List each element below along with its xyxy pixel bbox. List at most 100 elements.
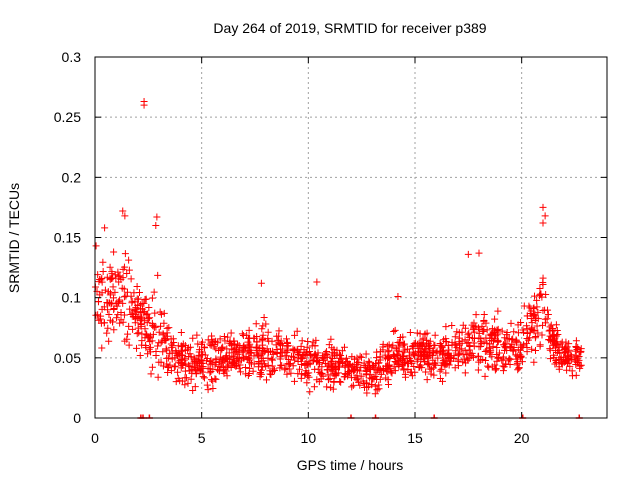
data-point: [483, 346, 491, 354]
data-point: [151, 309, 159, 317]
data-point: [512, 355, 520, 363]
data-point: [470, 323, 478, 331]
data-point: [475, 358, 483, 366]
data-point: [371, 382, 379, 390]
data-point: [500, 341, 508, 349]
data-point: [191, 383, 199, 391]
data-point: [312, 336, 320, 344]
data-point: [448, 338, 456, 346]
data-point: [367, 365, 375, 373]
data-point: [319, 356, 327, 364]
data-point: [207, 342, 215, 350]
data-point: [92, 311, 100, 319]
data-point: [464, 338, 472, 346]
data-point: [119, 207, 127, 215]
data-point: [120, 293, 128, 301]
data-point: [184, 361, 192, 369]
data-point: [515, 364, 523, 372]
data-point: [127, 275, 135, 283]
data-point: [379, 340, 387, 348]
x-tick-label: 0: [91, 430, 99, 446]
data-point: [422, 368, 430, 376]
data-point: [493, 357, 501, 365]
data-point: [181, 367, 189, 375]
data-point: [215, 367, 223, 375]
data-point: [385, 361, 393, 369]
data-point: [238, 348, 246, 356]
data-point: [291, 331, 299, 339]
data-point: [424, 359, 432, 367]
data-point: [228, 341, 236, 349]
data-point: [106, 263, 114, 271]
data-point: [466, 342, 474, 350]
data-point: [415, 363, 423, 371]
data-point: [536, 284, 544, 292]
data-point: [184, 379, 192, 387]
data-point: [119, 265, 127, 273]
data-point: [144, 310, 152, 318]
data-point: [326, 375, 334, 383]
data-point: [269, 356, 277, 364]
data-point: [112, 314, 120, 322]
data-point: [273, 332, 281, 340]
data-point: [357, 363, 365, 371]
data-point: [342, 354, 350, 362]
data-point: [424, 354, 432, 362]
data-point: [220, 333, 228, 341]
data-point: [560, 358, 568, 366]
data-point: [568, 352, 576, 360]
data-point: [163, 324, 171, 332]
data-point: [491, 366, 499, 374]
data-point: [219, 343, 227, 351]
data-point: [199, 363, 207, 371]
data-point: [464, 356, 472, 364]
data-point: [148, 363, 156, 371]
data-point: [530, 304, 538, 312]
data-point: [401, 370, 409, 378]
data-point: [563, 352, 571, 360]
data-point: [313, 358, 321, 366]
data-point: [127, 310, 135, 318]
data-point: [552, 321, 560, 329]
data-point: [375, 385, 383, 393]
data-point: [201, 351, 209, 359]
data-point: [455, 334, 463, 342]
data-point: [434, 354, 442, 362]
data-point: [305, 347, 313, 355]
data-point: [425, 361, 433, 369]
data-point: [173, 349, 181, 357]
data-point: [360, 383, 368, 391]
data-point: [373, 348, 381, 356]
data-point: [289, 362, 297, 370]
data-point: [157, 358, 165, 366]
data-point: [481, 347, 489, 355]
data-point: [135, 288, 143, 296]
data-point: [117, 308, 125, 316]
data-point: [264, 335, 272, 343]
data-point: [162, 345, 170, 353]
data-point: [371, 390, 379, 398]
data-point: [387, 368, 395, 376]
data-point: [323, 383, 331, 391]
data-point: [385, 353, 393, 361]
data-point: [123, 269, 131, 277]
data-point: [544, 310, 552, 318]
data-point: [260, 314, 268, 322]
data-point: [121, 250, 129, 258]
data-point: [549, 341, 557, 349]
data-point: [297, 355, 305, 363]
data-point: [268, 355, 276, 363]
data-point: [207, 368, 215, 376]
data-point: [439, 357, 447, 365]
data-point: [504, 357, 512, 365]
data-point: [411, 368, 419, 376]
data-point: [194, 340, 202, 348]
data-point: [574, 343, 582, 351]
data-point: [494, 336, 502, 344]
data-point: [356, 381, 364, 389]
data-point: [347, 414, 355, 419]
data-point: [178, 342, 186, 350]
data-point: [365, 359, 373, 367]
data-point: [221, 337, 229, 345]
data-point: [477, 342, 485, 350]
